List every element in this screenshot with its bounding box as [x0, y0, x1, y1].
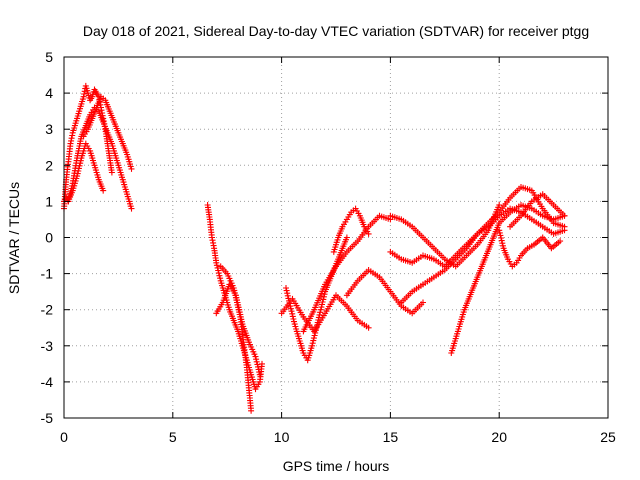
y-axis-label: SDTVAR / TECUs [6, 182, 22, 294]
x-tick-label: 20 [491, 429, 507, 445]
x-tick-label: 15 [383, 429, 399, 445]
data-point [317, 306, 324, 313]
data-point [557, 238, 564, 245]
y-tick-labels: -5 -4 -3 -2 -1 0 1 2 3 4 5 [41, 49, 54, 426]
data-point-interp [209, 237, 216, 244]
data-point [248, 407, 255, 414]
x-tick-label: 5 [169, 429, 177, 445]
data-point-interp [310, 335, 317, 342]
data-point [420, 299, 426, 306]
x-axis-label: GPS time / hours [283, 458, 390, 474]
y-tick-label: -2 [41, 302, 54, 318]
data-point-interp [75, 165, 82, 172]
data-point [283, 285, 289, 291]
y-tick-label: 1 [45, 193, 53, 209]
data-point-interp [320, 296, 327, 303]
y-tick-label: -1 [41, 266, 54, 282]
data-point [343, 234, 350, 241]
data-point-interp [253, 358, 260, 365]
data-point-interp [283, 287, 290, 294]
y-tick-label: 0 [45, 230, 53, 246]
data-point-interp [253, 356, 260, 363]
x-tick-label: 10 [274, 429, 290, 445]
data-point-interp [317, 309, 324, 316]
data-point [365, 324, 372, 331]
chart-title: Day 018 of 2021, Sidereal Day-to-day VTE… [83, 23, 589, 39]
data-point-interp [77, 157, 84, 164]
data-point-interp [318, 304, 325, 311]
data-point [67, 140, 74, 147]
data-point-interp [256, 369, 263, 376]
data-point-interp [289, 313, 296, 320]
data-point-interp [255, 363, 261, 370]
data-point [100, 187, 107, 194]
data-point-interp [76, 162, 83, 169]
data-point-interp [319, 299, 326, 305]
data-point-interp [75, 168, 82, 174]
axis-ticks [63, 56, 609, 419]
data-point [128, 205, 135, 212]
data-point-interp [498, 235, 505, 241]
x-tick-label: 0 [60, 429, 68, 445]
data-point [365, 230, 372, 237]
y-tick-label: 3 [45, 121, 53, 137]
data-point-interp [217, 275, 224, 282]
data-point [309, 342, 316, 349]
data-point-interp [320, 293, 327, 300]
data-point-interp [215, 267, 222, 274]
data-point [313, 324, 320, 331]
data-point-interp [215, 270, 222, 277]
data-point-interp [288, 308, 295, 315]
y-tick-label: 2 [45, 157, 53, 173]
data-point [256, 371, 263, 378]
data-point [252, 353, 259, 360]
data-point-interp [255, 366, 262, 373]
data-point-interp [81, 91, 88, 97]
data-point [496, 227, 503, 234]
y-tick-label: -5 [41, 410, 54, 426]
data-point [561, 212, 568, 219]
y-tick-label: 5 [45, 49, 53, 65]
data-point-interp [499, 240, 506, 247]
data-point-interp [498, 237, 505, 244]
x-tick-label: 25 [600, 429, 616, 445]
data-point-interp [98, 107, 105, 114]
y-tick-label: 4 [45, 85, 53, 101]
data-point [128, 165, 135, 172]
data-point-interp [74, 170, 81, 177]
y-tick-label: -3 [41, 338, 54, 354]
data-point-interp [284, 290, 291, 297]
data-point-interp [284, 292, 291, 299]
data-point-interp [309, 340, 316, 347]
y-tick-label: -4 [41, 374, 54, 390]
data-point [108, 169, 115, 176]
data-point-interp [316, 311, 323, 318]
data-point-interp [289, 310, 296, 317]
data-point-interp [497, 232, 504, 239]
data-point-interp [290, 316, 297, 322]
x-tick-labels: 0 5 10 15 20 25 [60, 429, 616, 445]
data-point-interp [213, 262, 220, 269]
data-point [561, 227, 568, 234]
data-point-interp [68, 135, 75, 142]
data-point [496, 202, 503, 208]
data-points [61, 82, 568, 414]
